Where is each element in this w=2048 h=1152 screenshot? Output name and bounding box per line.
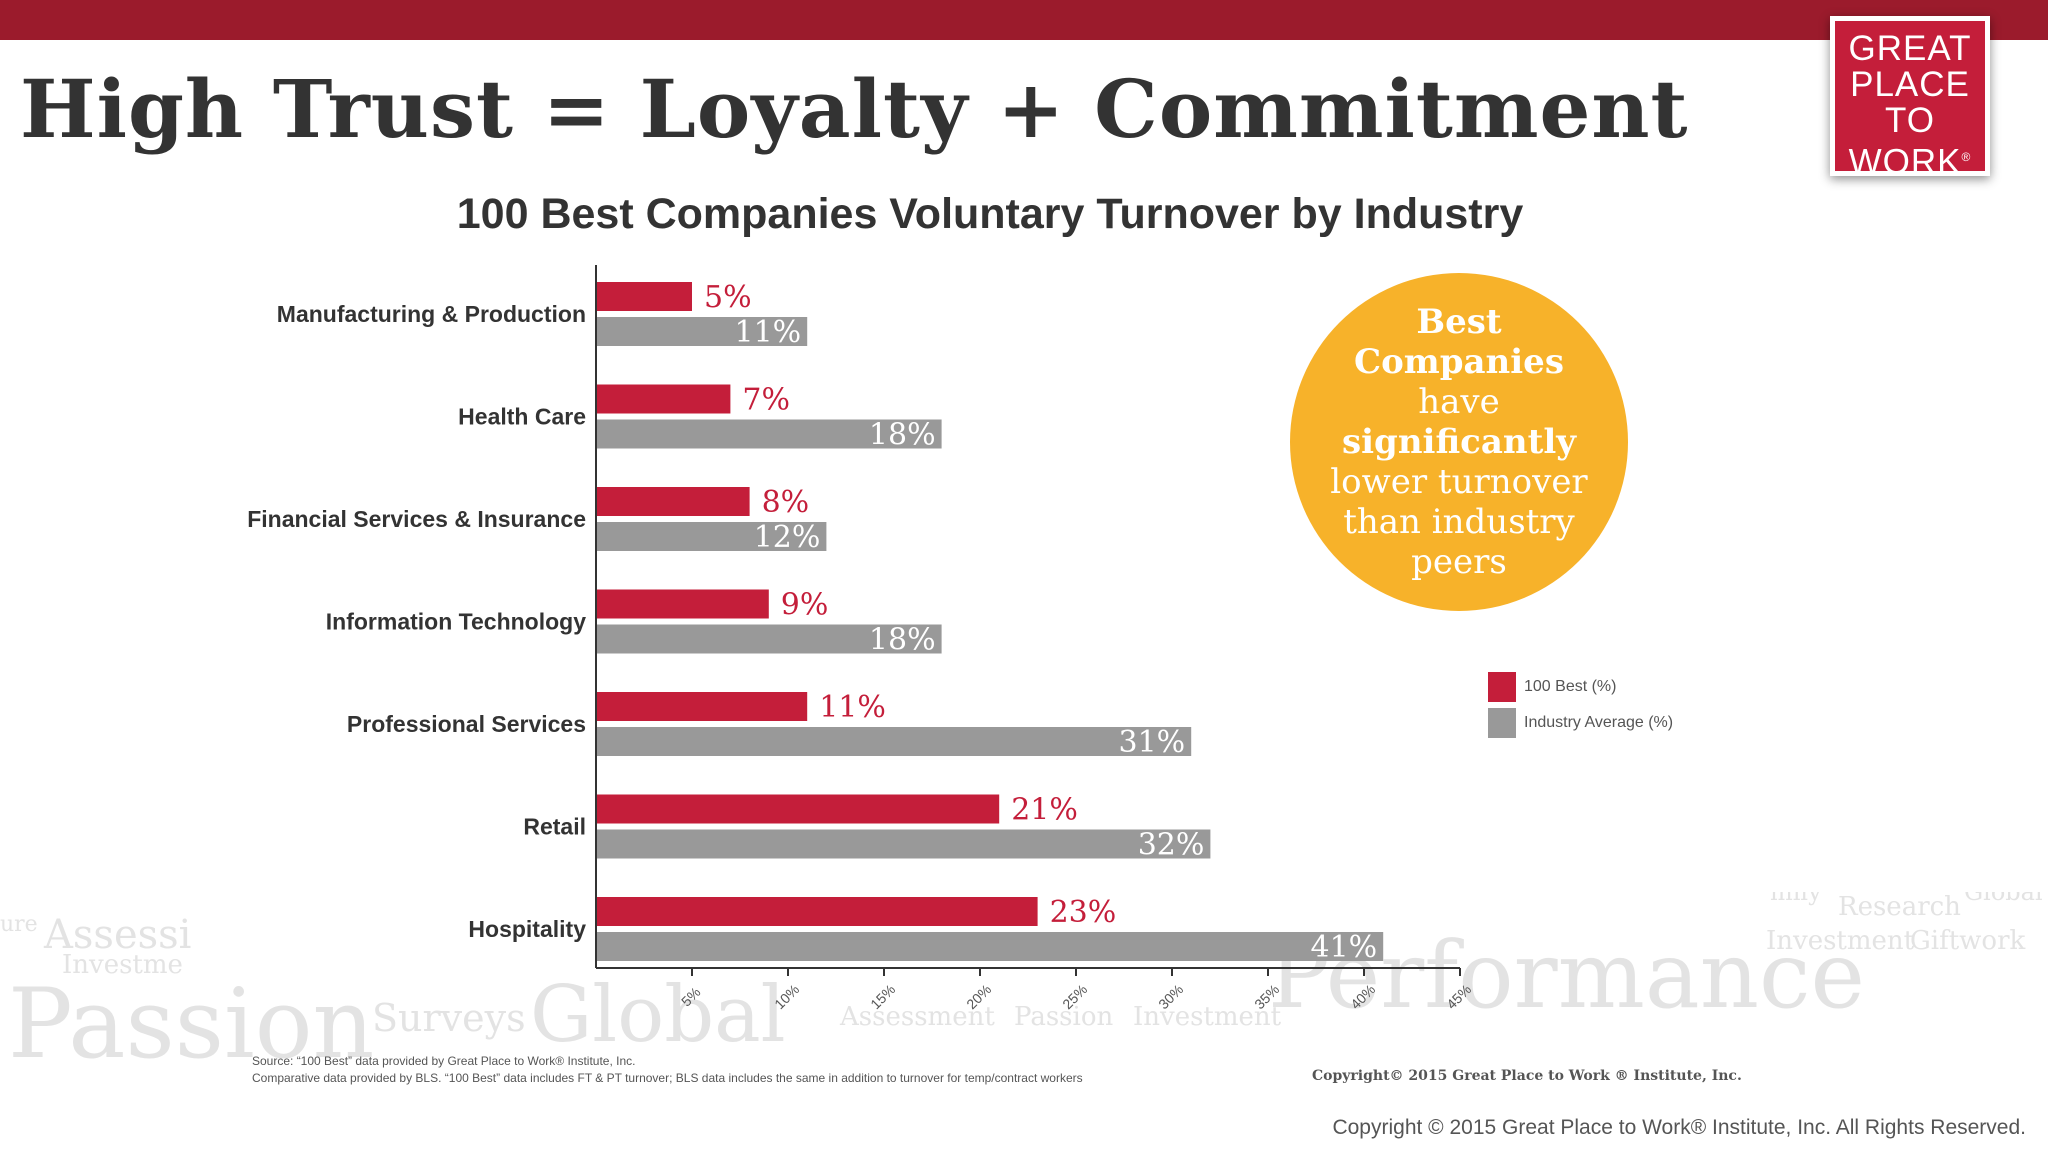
data-label-industry-average: 41% [1311,930,1378,965]
chart-copyright: Copyright© 2015 Great Place to Work ® In… [1312,1068,1742,1084]
callout-line: significantly [1341,422,1576,462]
category-label: Information Technology [326,609,586,635]
great-place-to-work-logo: GREAT PLACE TO WORK® [1830,16,1990,180]
logo-line: PLACE [1850,65,1970,104]
legend-swatch-best [1488,672,1516,702]
x-tick-label: 25% [1059,981,1090,1012]
category-label: Hospitality [468,916,586,942]
source-line-1: Source: “100 Best” data provided by Grea… [252,1054,636,1068]
bar-100-best [596,487,750,516]
x-tick-label: 20% [963,981,994,1012]
x-tick-label: 10% [771,981,802,1012]
bar-industry-average [596,624,942,654]
data-label-100-best: 21% [1011,793,1078,828]
callout-line: Companies [1354,342,1564,382]
bar-industry-average [596,522,827,551]
bar-100-best [596,897,1038,926]
bar-100-best [596,384,731,414]
bar-industry-average [596,932,1384,961]
data-label-100-best: 11% [819,690,886,725]
data-label-100-best: 7% [742,383,790,418]
category-label: Financial Services & Insurance [247,506,586,532]
x-tick-label: 15% [867,981,898,1012]
chart-title: 100 Best Companies Voluntary Turnover by… [456,190,1524,238]
callout-line: peers [1411,542,1507,582]
legend-item-industry: Industry Average (%) [1488,706,1673,740]
x-tick-label: 45% [1443,981,1474,1012]
registered-mark: ® [1961,150,1972,164]
data-label-100-best: 23% [1050,895,1117,930]
turnover-bar-chart: Manufacturing & Production 5%11%Health Ca… [247,265,1474,1012]
bar-100-best [596,589,769,619]
bar-100-best [596,282,692,311]
category-label: Health Care [458,404,586,430]
x-tick-label: 30% [1155,981,1186,1012]
x-tick-label: 5% [678,984,704,1010]
data-label-industry-average: 12% [754,520,821,555]
category-label: Retail [523,814,586,840]
data-label-industry-average: 18% [869,418,936,453]
data-label-industry-average: 31% [1119,725,1186,760]
logo-line-text: WORK [1848,142,1962,182]
chart-legend: 100 Best (%) Industry Average (%) [1488,670,1673,742]
top-band [0,0,2048,40]
bar-industry-average [596,317,808,346]
logo-line: GREAT [1848,29,1972,68]
x-tick-label: 35% [1251,981,1282,1012]
source-line-2: Comparative data provided by BLS. “100 B… [252,1071,1083,1085]
logo-line: WORK® [1835,139,1985,181]
slide-copyright: Copyright © 2015 Great Place to Work® In… [1332,1116,2026,1139]
legend-label-industry: Industry Average (%) [1524,714,1674,731]
bar-100-best [596,692,808,721]
logo-line: TO [1885,101,1935,140]
category-label: Professional Services [347,711,586,737]
slide-title: High Trust = Loyalty + Commitment [20,62,1689,156]
best-companies-callout: Best Companies have significantly lower … [1290,273,1628,611]
data-label-industry-average: 18% [869,623,936,658]
legend-label-best: 100 Best (%) [1524,678,1617,695]
bar-100-best [596,794,1000,824]
bar-industry-average [596,829,1211,859]
legend-item-best: 100 Best (%) [1488,670,1673,704]
callout-line: have [1418,382,1500,422]
source-note: Source: “100 Best” data provided by Grea… [252,1053,1083,1087]
data-label-industry-average: 11% [735,315,802,350]
category-label: Manufacturing & Production [277,301,586,327]
bar-industry-average [596,727,1192,756]
x-tick-label: 40% [1347,981,1378,1012]
data-label-industry-average: 32% [1138,828,1205,863]
data-label-100-best: 8% [762,485,810,520]
data-label-100-best: 9% [781,588,829,623]
data-label-100-best: 5% [704,280,752,315]
bar-industry-average [596,419,942,449]
callout-line: than industry [1343,502,1575,542]
callout-line: lower turnover [1330,462,1588,502]
callout-line: Best [1416,302,1502,342]
legend-swatch-industry [1488,708,1516,738]
